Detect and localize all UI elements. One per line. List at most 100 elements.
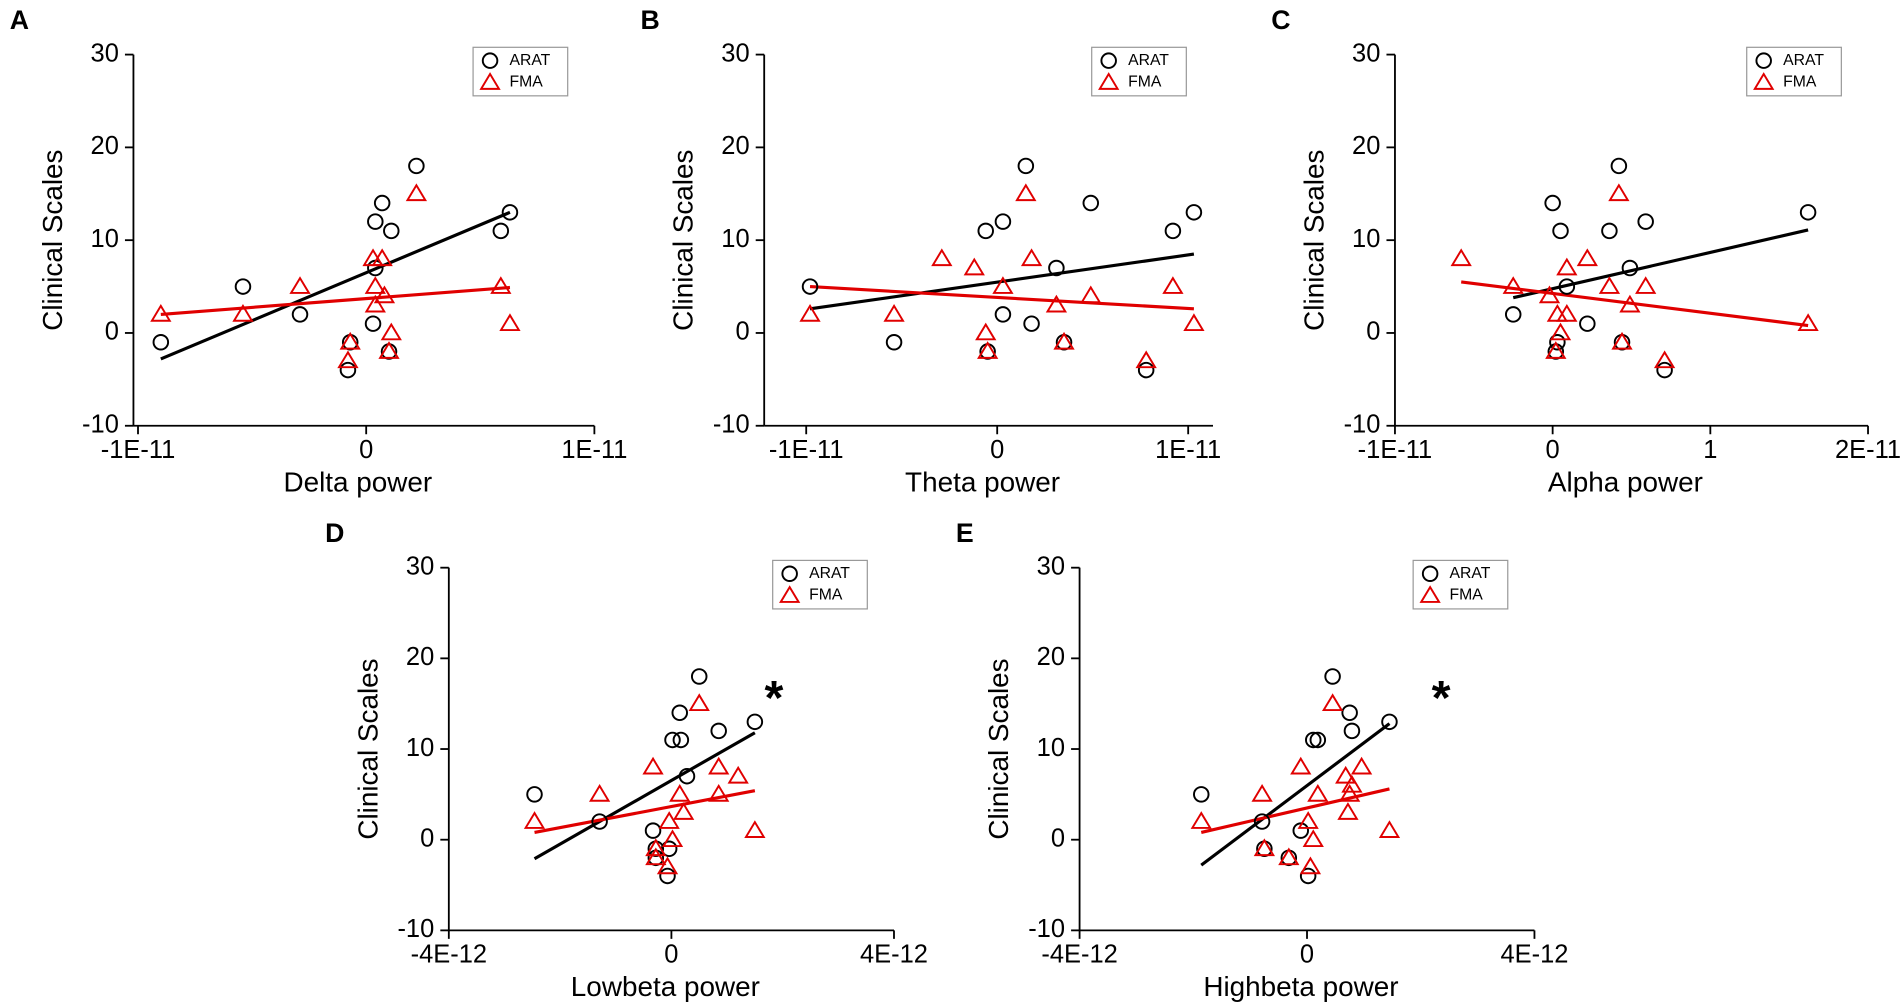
trend-line	[1200, 722, 1391, 867]
triangle-marker	[1611, 331, 1633, 350]
x-tick-label: -4E-12	[1041, 941, 1117, 969]
triangle-marker	[1549, 322, 1572, 341]
x-tick-label: 1E-11	[1155, 436, 1221, 464]
triangle-marker	[744, 820, 766, 838]
circle-marker	[408, 157, 425, 175]
triangle-marker	[661, 829, 684, 848]
triangle-marker	[1020, 248, 1043, 267]
triangle-marker	[523, 811, 546, 829]
y-tick-label: 30	[406, 552, 434, 580]
circle-marker	[152, 333, 170, 351]
x-axis-title: Theta power	[905, 466, 1060, 497]
triangle-marker	[380, 322, 402, 341]
legend-label: ARAT	[1783, 52, 1824, 69]
trend-line	[809, 284, 1195, 311]
triangle-marker	[1080, 285, 1102, 304]
circle-marker	[678, 767, 696, 785]
triangle-marker	[1135, 350, 1157, 369]
circle-marker	[1504, 306, 1522, 323]
triangle-marker	[656, 856, 679, 875]
circle-marker	[1164, 222, 1182, 240]
legend-symbol	[1100, 52, 1117, 69]
y-tick-label: 20	[406, 643, 434, 671]
triangle-marker	[708, 783, 730, 802]
triangle-marker	[339, 331, 361, 350]
circle-marker	[1341, 704, 1358, 722]
x-tick-label: 0	[1546, 436, 1560, 464]
legend-symbol	[1421, 565, 1439, 582]
y-axis-title: Clinical Scales	[352, 658, 383, 839]
circle-marker	[1610, 157, 1628, 175]
triangle-marker	[645, 847, 667, 866]
legend-label: FMA	[1783, 74, 1817, 91]
y-tick-label: 0	[735, 318, 749, 346]
triangle-marker	[1251, 783, 1273, 802]
triangle-marker	[1290, 756, 1312, 775]
triangle-marker	[1608, 183, 1630, 202]
circle-marker	[364, 315, 382, 332]
legend-box	[772, 559, 868, 610]
legend-label: ARAT	[1128, 52, 1169, 69]
circle-marker	[994, 213, 1012, 230]
circle-marker	[746, 713, 764, 731]
circle-marker	[1082, 194, 1100, 212]
circle-marker	[234, 278, 252, 295]
circle-marker	[1601, 222, 1618, 240]
circle-marker	[291, 306, 309, 323]
y-tick-label: 10	[406, 734, 434, 762]
triangle-marker	[1190, 811, 1212, 829]
trend-line	[1512, 228, 1809, 300]
triangle-marker	[645, 838, 667, 857]
circle-marker	[367, 213, 384, 230]
circle-marker	[1579, 315, 1596, 332]
y-tick-label: 20	[721, 132, 749, 160]
triangle-marker	[588, 783, 611, 802]
y-axis-title: Clinical Scales	[1298, 150, 1329, 331]
legend-symbol	[1755, 52, 1772, 69]
legend-label: FMA	[1450, 587, 1484, 604]
legend-label: FMA	[809, 587, 843, 604]
triangle-marker	[708, 756, 730, 775]
x-axis-title: Lowbeta power	[571, 971, 760, 1002]
triangle-marker	[499, 313, 521, 332]
triangle-marker	[1297, 811, 1319, 829]
triangle-marker	[232, 304, 254, 322]
y-tick-label: -10	[397, 915, 434, 943]
circle-marker	[1549, 333, 1566, 351]
legend-label: FMA	[1128, 74, 1162, 91]
legend-symbol	[779, 585, 801, 603]
y-tick-label: 10	[91, 225, 119, 253]
circle-marker	[501, 204, 519, 221]
circle-marker	[664, 731, 681, 749]
triangle-marker	[371, 248, 393, 267]
panel-label: C	[1271, 5, 1290, 35]
triangle-marker	[1546, 304, 1569, 322]
triangle-marker	[658, 811, 680, 829]
triangle-marker	[1598, 276, 1621, 294]
circle-marker	[1253, 813, 1271, 830]
y-tick-label: -10	[1028, 915, 1065, 943]
circle-marker	[1023, 315, 1040, 332]
circle-marker	[659, 867, 676, 885]
triangle-marker	[1619, 294, 1641, 313]
x-tick-label: -4E-12	[411, 941, 487, 969]
triangle-marker	[1299, 856, 1322, 875]
legend-box	[1412, 559, 1509, 610]
triangle-marker	[1307, 783, 1329, 802]
circle-marker	[591, 813, 608, 830]
circle-marker	[1185, 204, 1203, 221]
y-tick-label: 30	[1352, 39, 1380, 67]
x-tick-label: 0	[359, 436, 373, 464]
circle-marker	[1324, 668, 1341, 685]
circle-marker	[1048, 259, 1065, 277]
triangle-marker	[373, 285, 396, 304]
y-tick-label: 0	[1051, 824, 1065, 852]
circle-marker	[1656, 361, 1673, 379]
circle-marker	[383, 222, 400, 240]
trend-line	[160, 285, 511, 316]
annotation: *	[1432, 671, 1451, 725]
circle-marker	[1137, 361, 1155, 379]
x-tick-label: 0	[990, 436, 1004, 464]
triangle-marker	[364, 276, 386, 294]
